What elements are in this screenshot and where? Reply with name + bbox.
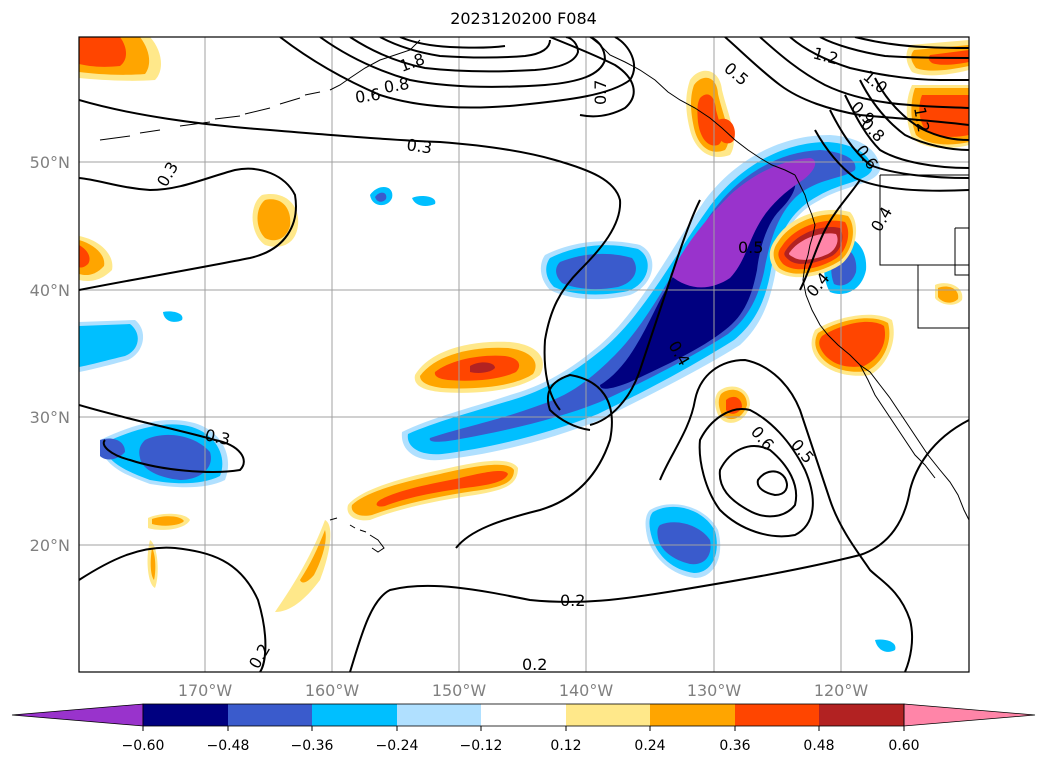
coastline-hawaii: [329, 517, 385, 553]
lat-label: 20°N: [30, 536, 70, 555]
contour-label: 0.3: [405, 135, 433, 157]
contour-0.6-right: [844, 94, 969, 169]
contour-0.8-nw: [399, 37, 506, 49]
contour-0.7: [756, 470, 788, 497]
contour-0.2-south2: [349, 419, 969, 672]
contour-0.3-nw: [279, 37, 635, 109]
contour-0.5-nw: [319, 37, 607, 88]
lon-label: 150°W: [432, 681, 487, 700]
colorbar-tick-label: 0.36: [719, 738, 750, 754]
contour-0.2-north: [79, 167, 297, 291]
lat-label: 30°N: [30, 408, 70, 427]
colorbar: −0.60 −0.48 −0.36 −0.24 −0.12 0.12 0.24 …: [11, 703, 1036, 754]
coastlines: [99, 37, 969, 553]
contour-label: 0.3: [203, 425, 232, 449]
lat-label: 40°N: [30, 281, 70, 300]
colorbar-segment: [735, 704, 819, 726]
contour-0.4-b: [659, 358, 914, 672]
contour-label: 0.7: [591, 80, 610, 105]
contour-label: 0.5: [738, 238, 763, 257]
coastline-bc: [794, 174, 816, 266]
coastline-aleutians: [99, 39, 421, 141]
lon-label: 160°W: [305, 681, 360, 700]
colorbar-tick-label: 0.60: [888, 738, 919, 754]
contour-0.2-south: [79, 546, 267, 672]
anomaly-streak-hawaii: [275, 520, 331, 612]
contour-0.8-north: [789, 37, 969, 82]
contour-0.3-upper: [79, 99, 622, 411]
colorbar-tick-label: −0.24: [376, 738, 419, 754]
contour-0.7-nw: [379, 37, 551, 59]
coastline-west-us: [802, 264, 969, 521]
colorbar-segment: [650, 704, 735, 726]
graticule: [79, 37, 969, 672]
colorbar-tick-label: 0.24: [634, 738, 665, 754]
contour-0.7-center: [549, 37, 635, 118]
contour-0.6: [718, 445, 798, 518]
contour-0.5-a: [698, 408, 814, 538]
contour-0.4-west-us: [799, 179, 861, 291]
lon-label: 140°W: [559, 681, 614, 700]
contour-lines: [79, 37, 969, 672]
contour-1.2-north: [854, 37, 969, 49]
colorbar-tick-label: −0.48: [207, 738, 250, 754]
contour-0.6-north: [759, 37, 969, 109]
contour-1.0-north: [819, 37, 969, 59]
colorbar-segment: [481, 704, 566, 726]
contour-label: 0.6: [354, 85, 382, 107]
contour-label: 1.2: [910, 105, 933, 133]
lat-label: 50°N: [30, 153, 70, 172]
colorbar-segment: [397, 704, 481, 726]
state-borders: [879, 174, 969, 329]
contour-0.8-right: [859, 79, 969, 151]
contour-0.4-right: [814, 129, 969, 192]
colorbar-tick-label: −0.60: [122, 738, 165, 754]
colorbar-tick-label: 0.12: [550, 738, 581, 754]
lon-tick-labels: 170°W 160°W 150°W 140°W 130°W 120°W: [178, 681, 869, 700]
plot-title: 2023120200 F084: [450, 9, 597, 28]
contour-label: 0.8: [382, 74, 410, 97]
lat-tick-labels: 50°N 40°N 30°N 20°N: [30, 153, 70, 555]
filled-anomaly-layer: [79, 37, 969, 652]
colorbar-tick-label: −0.12: [460, 738, 503, 754]
lon-label: 130°W: [687, 681, 742, 700]
colorbar-tick-label: −0.36: [291, 738, 334, 754]
contour-0.5-right: [829, 109, 969, 179]
colorbar-tick-label: 0.48: [803, 738, 834, 754]
coastline-alaska: [589, 37, 796, 176]
contour-0.3-west: [79, 404, 245, 473]
contour-0.5-north: [724, 37, 969, 126]
colorbar-segment: [312, 704, 397, 726]
colorbar-segment: [143, 704, 228, 726]
map-frame: [78, 36, 970, 673]
contour-label: 0.2: [560, 591, 585, 610]
contour-0.9-right: [874, 77, 969, 141]
colorbar-segment: [228, 704, 312, 726]
lon-label: 120°W: [814, 681, 869, 700]
lon-label: 170°W: [178, 681, 233, 700]
colorbar-extend-low: [11, 703, 144, 727]
contour-label: 0.2: [522, 655, 547, 674]
colorbar-segment: [566, 704, 650, 726]
colorbar-segment: [819, 704, 904, 726]
contour-0.4: [589, 199, 701, 426]
colorbar-extend-high: [903, 703, 1036, 727]
